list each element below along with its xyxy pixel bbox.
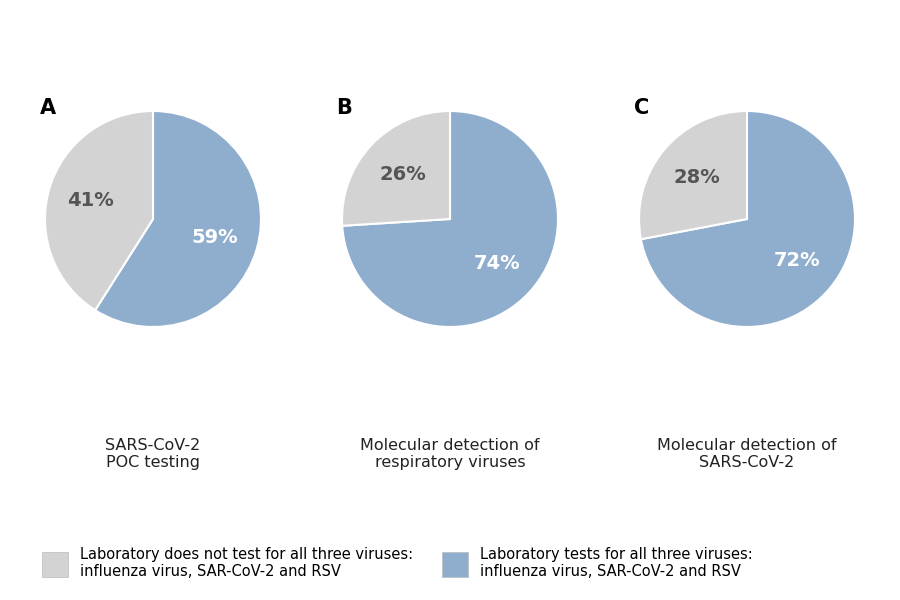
Text: B: B: [337, 98, 353, 118]
Text: Molecular detection of
respiratory viruses: Molecular detection of respiratory virus…: [360, 438, 540, 470]
Text: 59%: 59%: [192, 227, 238, 247]
Wedge shape: [639, 111, 747, 239]
Text: 41%: 41%: [68, 191, 114, 211]
Text: Molecular detection of
SARS-CoV-2: Molecular detection of SARS-CoV-2: [657, 438, 837, 470]
Text: 28%: 28%: [674, 168, 720, 187]
Text: A: A: [40, 98, 56, 118]
Wedge shape: [641, 111, 855, 327]
Wedge shape: [342, 111, 450, 226]
Wedge shape: [45, 111, 153, 310]
Text: SARS-CoV-2
POC testing: SARS-CoV-2 POC testing: [105, 438, 201, 470]
Text: 26%: 26%: [380, 165, 426, 184]
Legend: Laboratory does not test for all three viruses:
influenza virus, SAR-CoV-2 and R: Laboratory does not test for all three v…: [34, 540, 760, 587]
Wedge shape: [342, 111, 558, 327]
Text: C: C: [634, 98, 649, 118]
Wedge shape: [95, 111, 261, 327]
Text: 72%: 72%: [774, 251, 820, 270]
Text: 74%: 74%: [474, 254, 520, 273]
